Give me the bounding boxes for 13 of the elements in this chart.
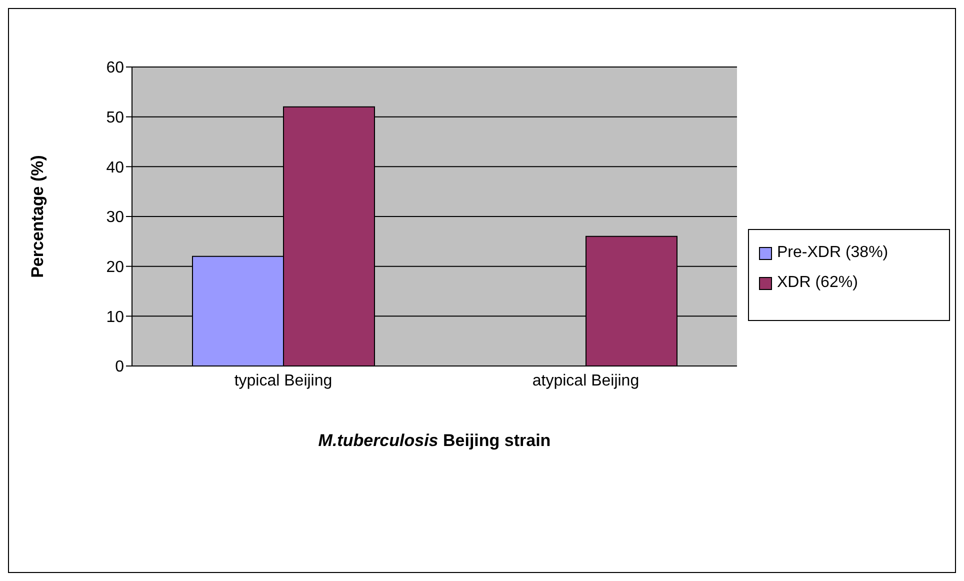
y-axis-title: Percentage (%) <box>28 155 48 278</box>
y-tick-label: 0 <box>115 358 124 376</box>
x-tick-label: atypical Beijing <box>532 372 640 390</box>
y-tick-label: 20 <box>106 259 124 276</box>
y-tick-label: 60 <box>106 60 124 77</box>
y-tick-label: 10 <box>106 308 124 326</box>
legend-label: Pre-XDR (38%) <box>777 244 888 262</box>
x-axis-title: M.tuberculosis Beijing strain <box>318 431 551 450</box>
y-tick-label: 50 <box>106 110 124 127</box>
y-tick-label: 40 <box>106 159 124 176</box>
x-tick-label: typical Beijing <box>234 372 332 390</box>
y-tick-label: 30 <box>106 209 124 226</box>
legend-label: XDR (62%) <box>777 274 858 292</box>
